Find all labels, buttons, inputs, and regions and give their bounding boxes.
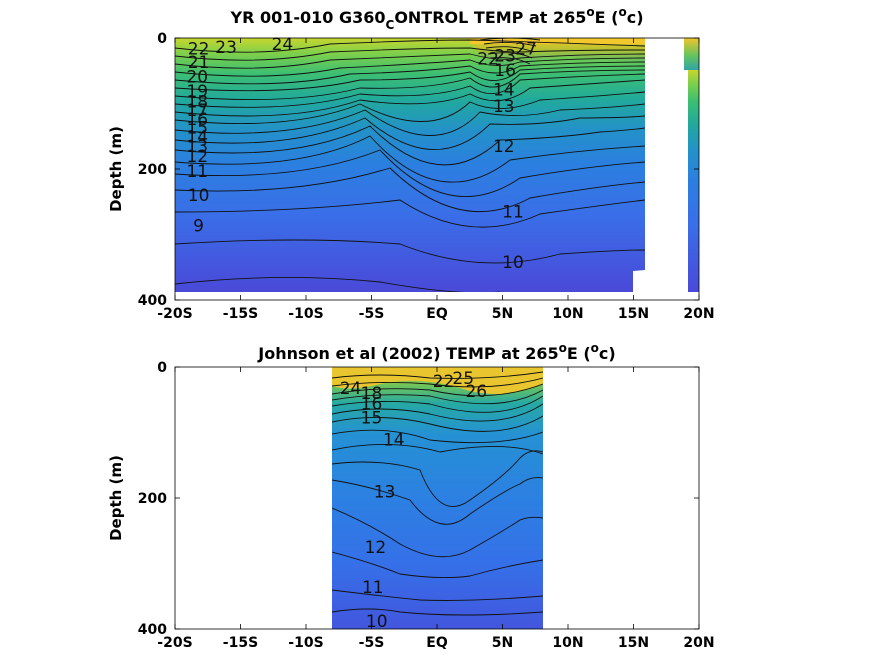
x-tick-label: EQ [426,635,448,651]
contour-label: 10 [502,253,524,273]
edge-strip-right-deep [688,70,699,292]
panel-top-ticks: -20S -15S -10S -5S EQ 5N 10N 15N 20N 0 200 400 [138,31,715,322]
contour-label: 18 [186,93,208,113]
x-tick-label: -5S [359,635,385,651]
temperature-field [175,38,645,292]
y-tick-label: 200 [138,162,167,178]
contour-label: 16 [494,61,516,81]
panel-top-title: YR 001-010 G360CONTROL TEMP at 265oE (oc… [229,5,643,32]
contour-label: 17 [186,101,208,121]
x-tick-label: 20N [683,635,714,651]
contour-label: 22 [188,39,210,59]
contour-lines [175,38,646,294]
y-tick-label: 400 [138,293,167,309]
y-tick-label: 0 [157,360,167,376]
contour-label: 23 [494,47,516,67]
contour-label: 12 [365,538,387,558]
contour-label: 20 [186,68,208,88]
x-tick-label: -15S [223,306,258,322]
x-tick-label: 10N [552,635,583,651]
x-tick-label: 15N [618,635,649,651]
panel-top: YR 001-010 G360CONTROL TEMP at 265oE (oc… [107,5,715,322]
contour-lines-obs [332,371,543,616]
contour-label: 9 [193,216,204,236]
contour-label: 18 [361,384,383,404]
y-tick-label: 200 [138,491,167,507]
panel-top-ylabel: Depth (m) [107,126,125,212]
contour-label: 25 [452,369,474,389]
contour-label: 14 [493,81,515,101]
panel-bottom-title: Johnson et al (2002) TEMP at 265oE (oc) [257,341,615,363]
panel-bottom: Johnson et al (2002) TEMP at 265oE (oc) [107,341,715,651]
panel-bottom-field [332,367,543,629]
contour-label: 22 [477,49,499,69]
contour-label: 13 [493,97,515,117]
edge-strip-gap [684,70,688,292]
mask-land [645,38,684,300]
contour-label: 11 [186,162,208,182]
contour-label: 15 [361,408,383,428]
x-tick-label: -10S [288,635,323,651]
contour-label: 13 [374,482,396,502]
x-tick-label: 15N [618,306,649,322]
x-tick-label: -5S [359,306,385,322]
contour-label: 11 [502,203,524,223]
contour-label: 21 [188,53,210,73]
x-tick-label: 5N [492,306,513,322]
contour-label: 27 [515,39,537,59]
contour-label: 11 [362,578,384,598]
contour-label: 12 [493,137,515,157]
contour-label: 14 [186,127,208,147]
warm-surface-obs [332,367,543,395]
panel-bottom-ticks: -20S -15S -10S -5S EQ 5N 10N 15N 20N 0 200 400 [138,360,715,651]
x-tick-label: -20S [157,635,192,651]
x-tick-label: 10N [552,306,583,322]
contour-label: 14 [383,431,405,451]
temperature-field-obs [332,367,543,629]
contour-label: 19 [186,82,208,102]
contour-label: 26 [465,382,487,402]
x-tick-label: -20S [157,306,192,322]
contour-label: 12 [186,147,208,167]
warm-surface-north [470,38,645,70]
contour-label: 23 [215,38,237,58]
contour-label: 13 [186,137,208,157]
contour-label: 10 [188,186,210,206]
panel-top-field [175,38,699,300]
x-tick-label: -15S [223,635,258,651]
y-tick-label: 0 [157,31,167,47]
contour-label: 22 [433,372,455,392]
contour-label: 24 [340,379,362,399]
x-tick-label: 5N [492,635,513,651]
contour-label: 16 [361,395,383,415]
contour-label: 16 [186,110,208,130]
contour-label: 15 [186,119,208,139]
y-tick-label: 400 [138,622,167,638]
edge-strip-right [684,38,699,70]
x-tick-label: 20N [683,306,714,322]
x-tick-label: -10S [288,306,323,322]
panel-bottom-ylabel: Depth (m) [107,455,125,541]
contour-label: 24 [272,35,294,55]
x-tick-label: EQ [426,306,448,322]
